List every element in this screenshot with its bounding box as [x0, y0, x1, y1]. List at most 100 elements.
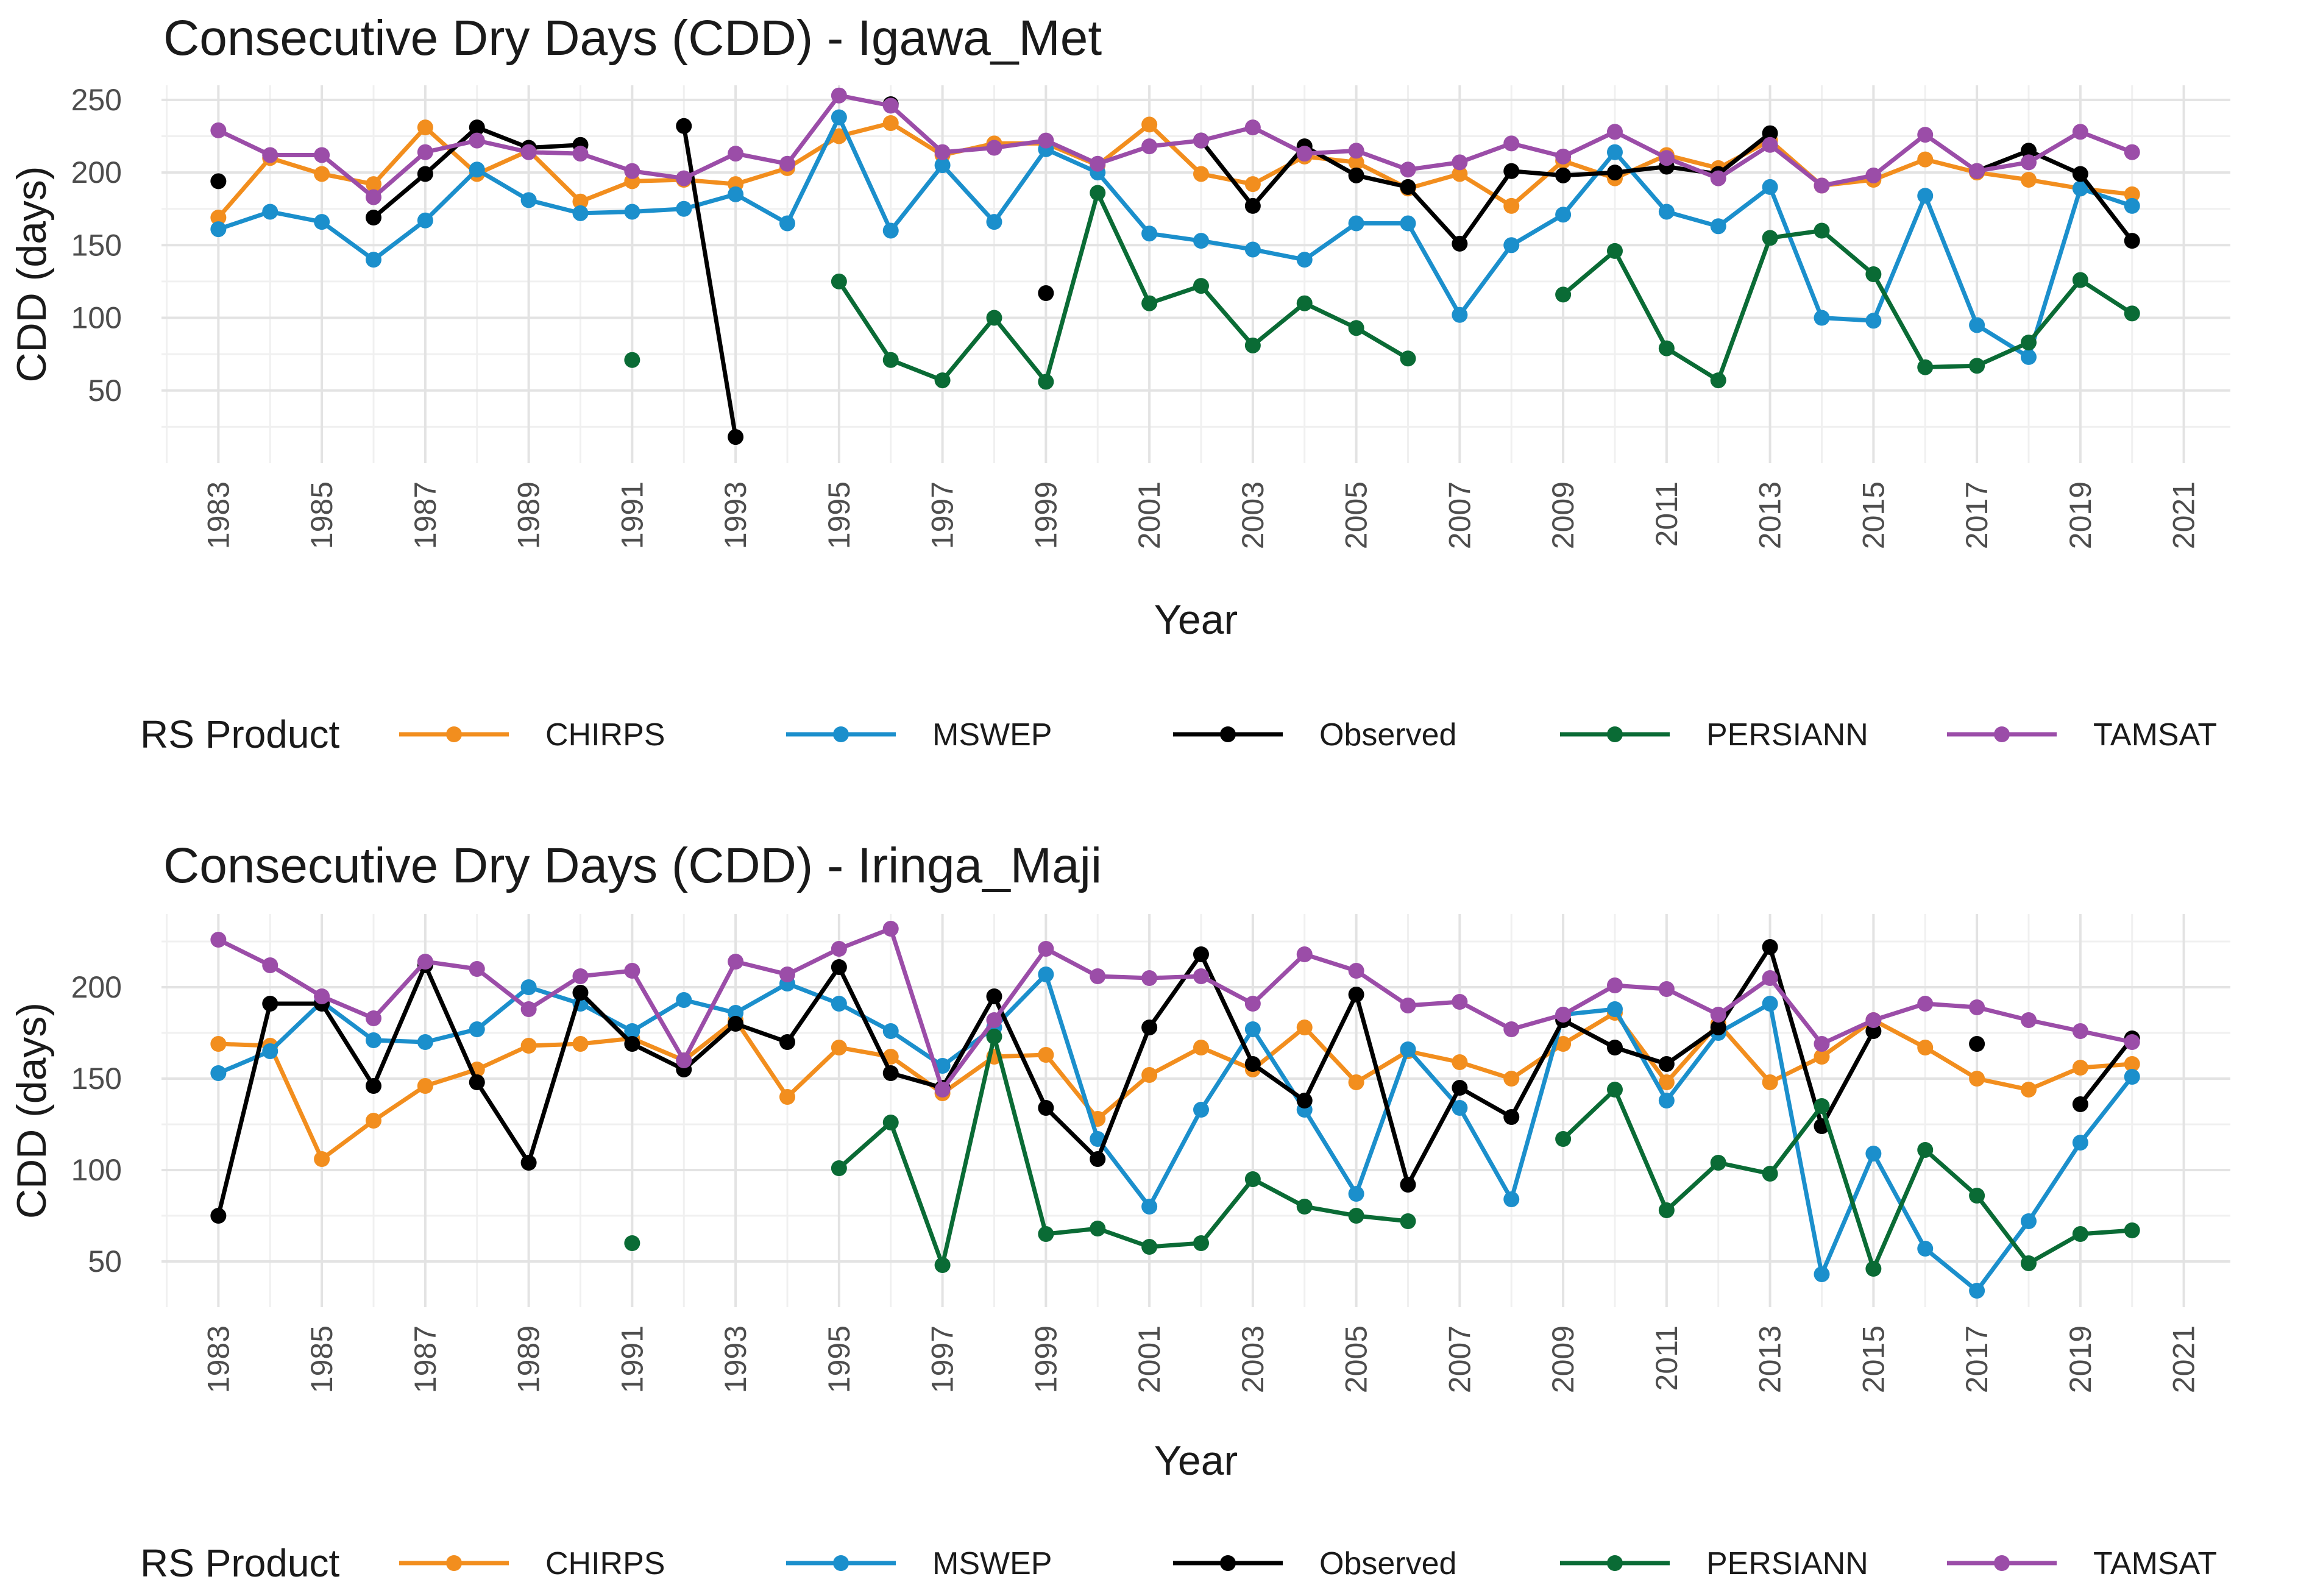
data-point-mswep: [624, 204, 640, 220]
x-tick-label: 2019: [2063, 1325, 2098, 1393]
series-mswep: [210, 966, 2140, 1299]
data-point-chirps: [1503, 197, 1520, 214]
data-point-persiann: [831, 1160, 847, 1176]
data-point-mswep: [365, 1032, 381, 1048]
x-tick-label: 1997: [926, 481, 960, 549]
legend-label-mswep: MSWEP: [932, 1546, 1052, 1581]
data-point-persiann: [1917, 1142, 1934, 1158]
data-point-persiann: [1090, 185, 1106, 201]
data-point-chirps: [831, 1040, 847, 1055]
x-tick-label: 2015: [1856, 1325, 1890, 1393]
data-point-observed: [262, 996, 278, 1012]
x-tick-label: 1999: [1029, 481, 1063, 549]
data-point-persiann: [1865, 266, 1882, 282]
data-point-tamsat: [1038, 941, 1054, 957]
data-point-tamsat: [1503, 135, 1520, 152]
series-line-persiann: [837, 1034, 1408, 1268]
data-point-mswep: [1090, 1131, 1106, 1147]
x-tick-label: 1987: [408, 1325, 442, 1393]
legend-key-point: [833, 1555, 849, 1571]
data-point-chirps: [417, 119, 433, 136]
data-point-mswep: [1865, 1146, 1882, 1162]
data-point-persiann: [882, 352, 899, 368]
data-point-mswep: [728, 186, 744, 202]
data-point-tamsat: [1193, 132, 1209, 149]
data-point-tamsat: [1555, 148, 1572, 165]
data-point-chirps: [210, 210, 227, 225]
data-point-observed: [1969, 1036, 1985, 1052]
data-point-tamsat: [2072, 124, 2088, 140]
x-tick-label: 1993: [718, 481, 753, 549]
data-point-chirps: [1762, 1074, 1778, 1090]
data-point-mswep: [1193, 233, 1209, 249]
x-tick-label: 1997: [926, 1325, 960, 1393]
y-tick-label: 150: [71, 228, 122, 262]
data-point-persiann: [1090, 1221, 1106, 1236]
data-point-chirps: [1503, 1071, 1520, 1087]
legend-label-tamsat: TAMSAT: [2093, 1546, 2217, 1581]
data-point-tamsat: [1400, 161, 1416, 178]
y-tick-label: 200: [71, 970, 122, 1004]
data-point-tamsat: [624, 163, 640, 179]
data-point-mswep: [469, 161, 485, 178]
data-point-tamsat: [1606, 124, 1623, 140]
chart-title: Consecutive Dry Days (CDD) - Iringa_Maji: [163, 838, 1102, 893]
data-point-observed: [1038, 285, 1054, 301]
x-tick-label: 2019: [2063, 481, 2098, 549]
data-point-tamsat: [1658, 981, 1675, 997]
data-point-chirps: [1452, 166, 1468, 182]
data-point-chirps: [314, 1151, 330, 1167]
series-line-observed: [1199, 131, 1771, 246]
data-point-mswep: [934, 1058, 951, 1074]
data-point-observed: [1400, 179, 1416, 195]
data-point-observed: [1090, 1151, 1106, 1167]
data-point-tamsat: [2124, 144, 2140, 160]
data-point-mswep: [2072, 1135, 2088, 1151]
data-point-mswep: [676, 992, 692, 1008]
data-point-tamsat: [2020, 154, 2037, 171]
legend-label-persiann: PERSIANN: [1706, 717, 1868, 753]
data-point-persiann: [2020, 1255, 2037, 1271]
data-point-persiann: [1762, 230, 1778, 246]
data-point-persiann: [934, 1257, 951, 1273]
x-tick-label: 1983: [201, 481, 235, 549]
data-point-tamsat: [210, 932, 227, 948]
x-tick-label: 2021: [2167, 481, 2201, 549]
data-point-observed: [728, 1016, 744, 1032]
data-point-chirps: [314, 166, 330, 182]
data-point-mswep: [1814, 310, 1830, 326]
x-tick-label: 2011: [1650, 1325, 1684, 1391]
data-point-mswep: [210, 221, 227, 238]
data-point-observed: [1606, 165, 1623, 181]
data-point-chirps: [1193, 166, 1209, 182]
data-point-mswep: [1452, 307, 1468, 323]
data-point-tamsat: [676, 1052, 692, 1068]
data-point-mswep: [1762, 996, 1778, 1012]
series-persiann: [624, 185, 2140, 390]
x-tick-label: 2003: [1236, 481, 1270, 549]
legend: RS Product CHIRPS MSWEP Observed PERSIANN TAM…: [140, 1541, 2217, 1585]
legend-title: RS Product: [140, 1541, 339, 1585]
data-point-tamsat: [986, 1012, 1002, 1028]
data-point-tamsat: [2124, 1034, 2140, 1050]
legend-label-observed: Observed: [1319, 1546, 1456, 1581]
data-point-mswep: [417, 1034, 433, 1050]
data-point-mswep: [1244, 241, 1261, 258]
x-tick-label: 1983: [201, 1325, 235, 1393]
data-point-mswep: [262, 204, 278, 220]
data-point-tamsat: [728, 146, 744, 162]
data-point-tamsat: [1141, 138, 1158, 155]
data-point-chirps: [1296, 1020, 1313, 1035]
data-point-chirps: [831, 128, 847, 144]
data-point-persiann: [831, 273, 847, 289]
data-point-tamsat: [469, 961, 485, 977]
y-axis-title: CDD (days): [9, 1002, 55, 1219]
legend-label-chirps: CHIRPS: [545, 1546, 665, 1581]
data-point-persiann: [1193, 278, 1209, 294]
series-line-observed: [2079, 1037, 2134, 1106]
data-point-mswep: [365, 252, 381, 268]
data-point-tamsat: [1762, 137, 1778, 153]
data-point-observed: [779, 1034, 795, 1050]
data-point-observed: [1244, 197, 1261, 214]
data-point-mswep: [728, 1005, 744, 1021]
